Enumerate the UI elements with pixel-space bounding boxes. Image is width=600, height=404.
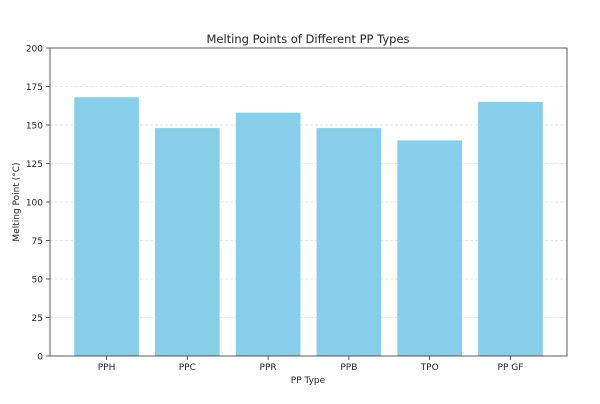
- y-tick-label: 125: [26, 160, 43, 170]
- chart-title: Melting Points of Different PP Types: [206, 32, 409, 46]
- y-tick-label: 150: [26, 122, 43, 132]
- x-tick-label: PPR: [260, 363, 277, 373]
- bar-pph: [74, 97, 139, 356]
- x-tick-label: PPB: [340, 363, 357, 373]
- y-axis-label: Melting Point (°C): [12, 162, 22, 241]
- y-tick-label: 25: [32, 314, 43, 324]
- bar-ppb: [316, 128, 382, 356]
- x-tick-label: PPH: [98, 363, 116, 373]
- bar-ppr: [235, 112, 301, 357]
- x-axis-label: PP Type: [291, 376, 326, 386]
- y-tick-label: 75: [32, 237, 43, 247]
- y-tick-label: 175: [26, 83, 43, 93]
- bar-tpo: [397, 140, 462, 356]
- y-tick-label: 100: [26, 199, 43, 209]
- x-tick-label: PP GF: [498, 363, 524, 373]
- y-tick-label: 200: [26, 45, 43, 55]
- y-tick-label: 0: [37, 353, 43, 363]
- bar-ppc: [155, 128, 220, 356]
- x-tick-label: PPC: [179, 363, 196, 373]
- bar-pp-gf: [478, 101, 543, 357]
- y-tick-label: 50: [32, 276, 44, 286]
- x-tick-label: TPO: [420, 363, 439, 373]
